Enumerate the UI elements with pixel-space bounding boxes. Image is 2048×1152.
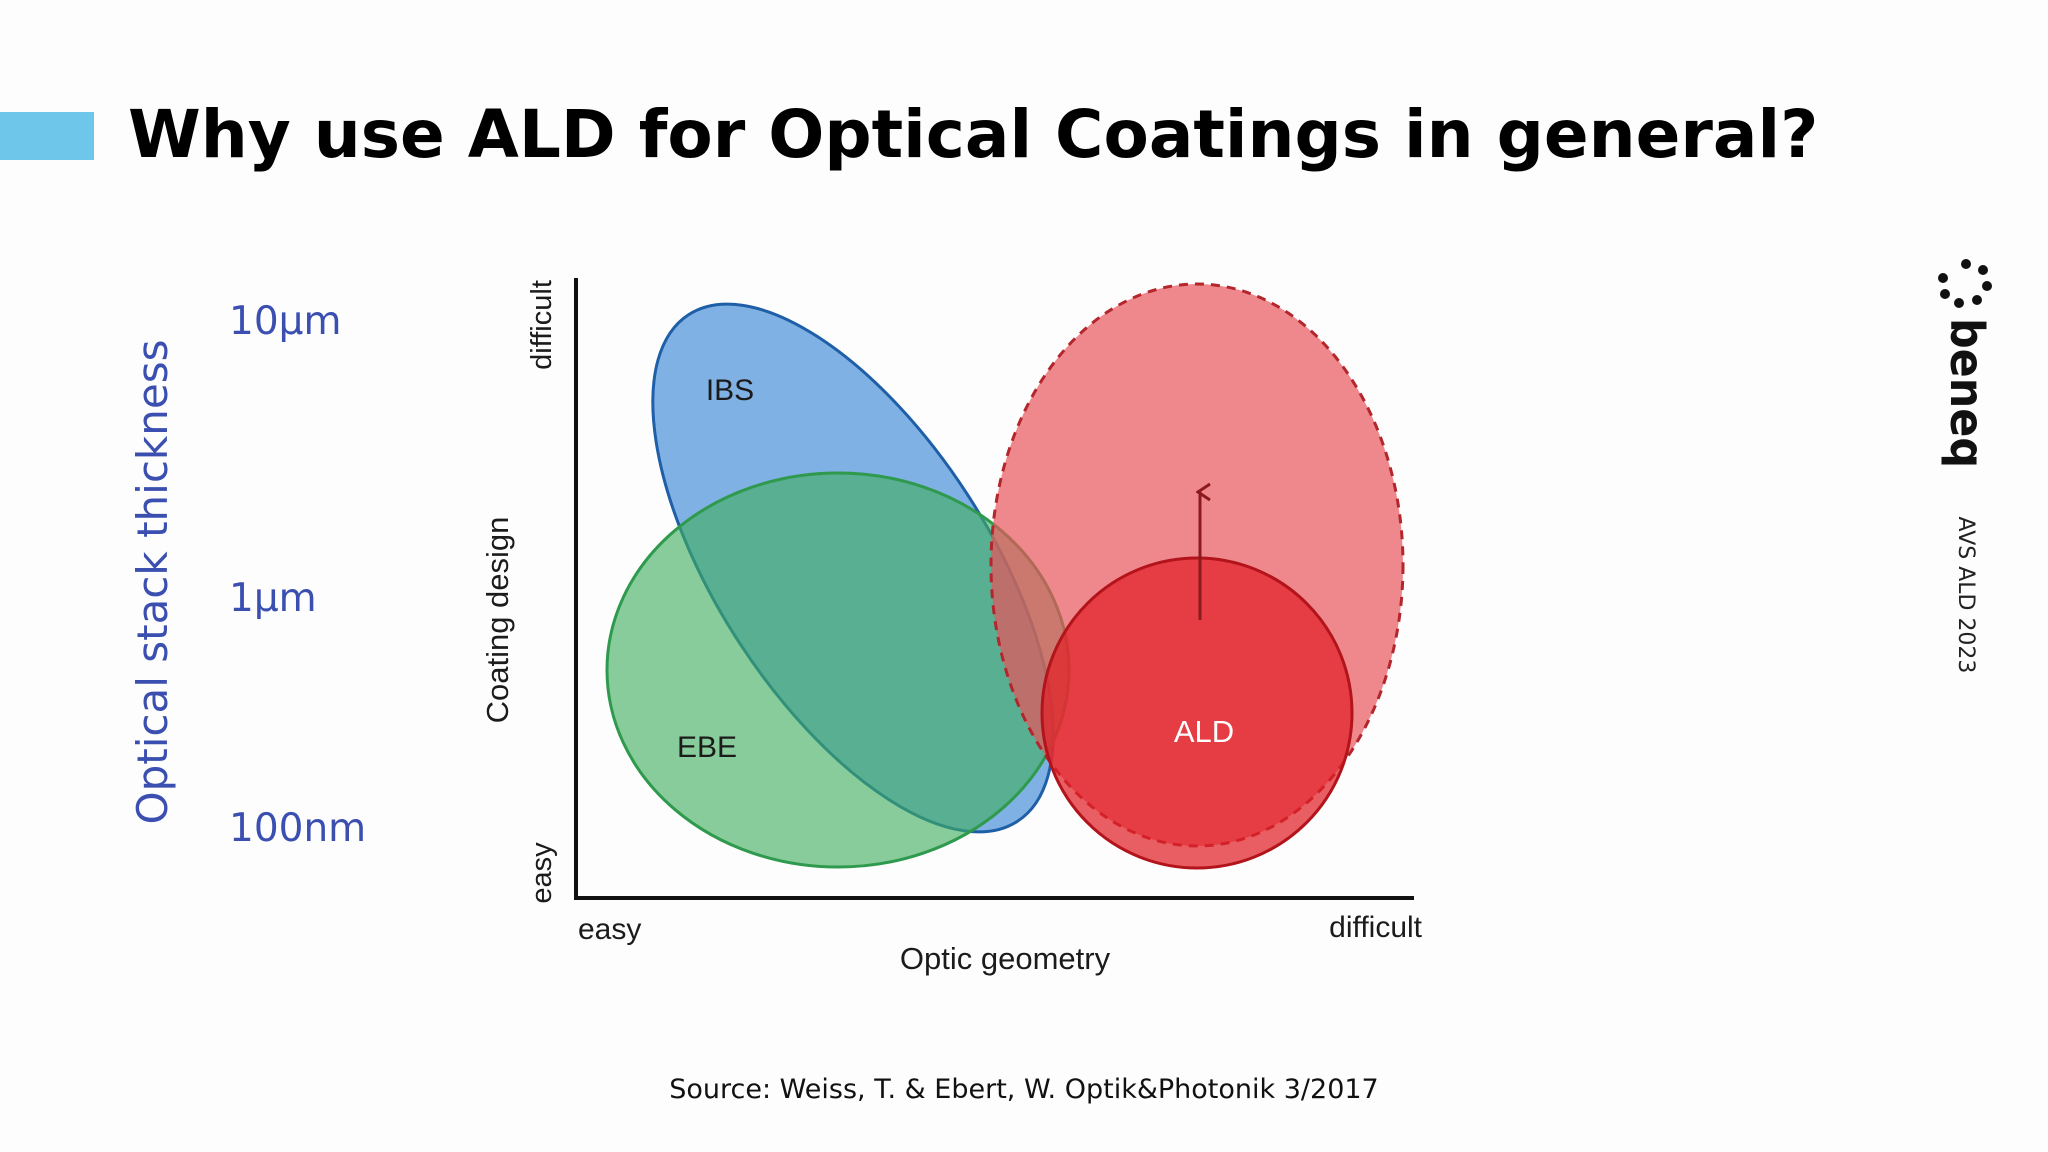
x-axis-easy: easy bbox=[578, 913, 641, 946]
thickness-tick-10um: 10µm bbox=[229, 299, 342, 344]
slide-title: Why use ALD for Optical Coatings in gene… bbox=[128, 96, 1819, 173]
thickness-tick-1um: 1µm bbox=[229, 576, 317, 621]
source-citation: Source: Weiss, T. & Ebert, W. Optik&Phot… bbox=[669, 1074, 1379, 1105]
y-axis-easy: easy bbox=[526, 842, 558, 904]
x-axis-label: Optic geometry bbox=[900, 941, 1111, 976]
accent-bar bbox=[0, 112, 94, 160]
logo-wordmark: beneq bbox=[1940, 318, 1994, 468]
beneq-logo: beneq bbox=[1938, 259, 1994, 468]
x-axis-difficult: difficult bbox=[1329, 911, 1422, 944]
thickness-tick-100nm: 100nm bbox=[229, 806, 367, 851]
beneq-dot-ring-icon bbox=[1938, 259, 1992, 308]
y-axis-difficult: difficult bbox=[526, 280, 558, 370]
region-label-ibs: IBS bbox=[706, 374, 754, 407]
region-ald bbox=[1040, 556, 1354, 870]
region-label-ebe: EBE bbox=[677, 731, 737, 764]
y-axis-label: Coating design bbox=[480, 517, 515, 724]
event-label: AVS ALD 2023 bbox=[1953, 516, 1978, 674]
region-label-ald: ALD bbox=[1174, 714, 1234, 749]
